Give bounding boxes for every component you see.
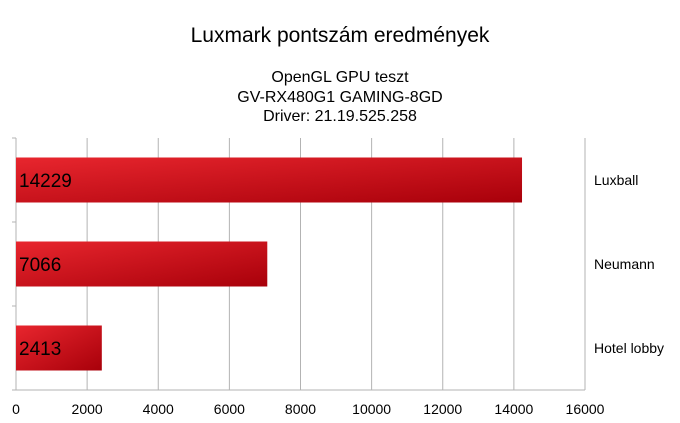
bar (16, 157, 523, 203)
x-tick-label: 14000 (494, 401, 533, 417)
x-tick-label: 2000 (72, 401, 103, 417)
x-tick-label: 16000 (566, 401, 605, 417)
x-tick-label: 0 (12, 401, 20, 417)
data-label: 14229 (19, 171, 72, 192)
x-tick-label: 12000 (423, 401, 462, 417)
bar (16, 325, 102, 371)
x-tick-label: 8000 (285, 401, 316, 417)
chart-subtitle-line-2: GV-RX480G1 GAMING-8GD (237, 89, 443, 106)
x-tick-label: 10000 (352, 401, 391, 417)
data-label: 7066 (19, 255, 61, 276)
chart-subtitle-line-3: Driver: 21.19.525.258 (263, 108, 417, 125)
data-label: 2413 (19, 339, 61, 360)
chart-title: Luxmark pontszám eredmények (190, 24, 490, 47)
bar (16, 241, 268, 287)
category-label: Hotel lobby (594, 340, 664, 356)
x-tick-label: 4000 (143, 401, 174, 417)
category-label: Luxball (594, 172, 638, 188)
chart-subtitle-line-1: OpenGL GPU teszt (271, 69, 409, 86)
category-label: Neumann (594, 256, 655, 272)
x-tick-label: 6000 (214, 401, 245, 417)
